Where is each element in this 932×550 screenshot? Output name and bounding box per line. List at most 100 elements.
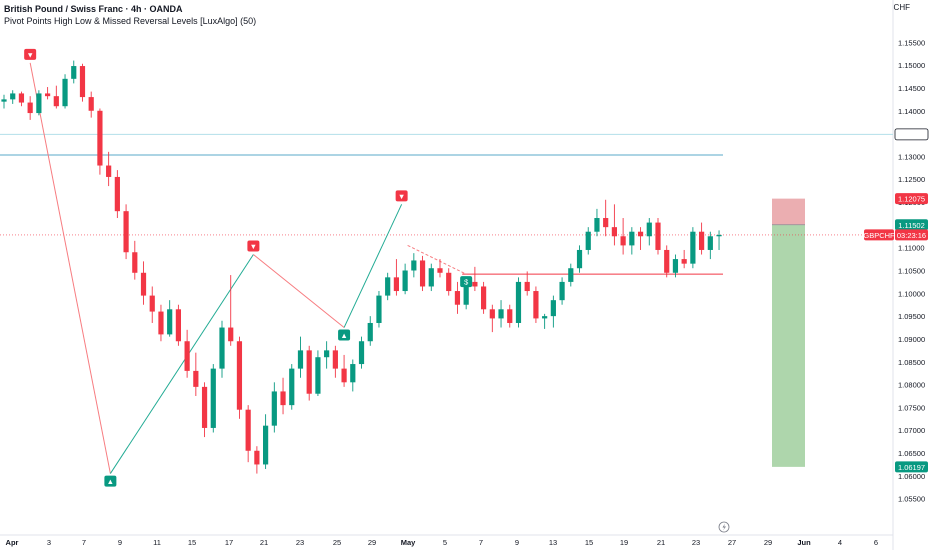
candle [708, 232, 713, 259]
pivot-zigzag-line [344, 204, 402, 327]
candle [132, 241, 137, 280]
candle-body [359, 341, 364, 364]
candle-body [36, 93, 41, 113]
x-tick-label: 5 [443, 538, 447, 547]
candle-body [612, 227, 617, 236]
x-tick-label: 23 [692, 538, 700, 547]
candle [263, 414, 268, 469]
x-tick-label: 3 [47, 538, 51, 547]
candle [176, 305, 181, 346]
candle-body [1, 99, 6, 101]
x-tick-label: 13 [549, 538, 557, 547]
candle-body [437, 268, 442, 273]
candle-body [629, 232, 634, 246]
candle-body [333, 350, 338, 368]
x-tick-label: 7 [82, 538, 86, 547]
candle [333, 346, 338, 378]
candle-body [559, 282, 564, 300]
candle-body [490, 309, 495, 318]
candle [45, 87, 50, 99]
price-tag: 1.12075 [895, 193, 928, 204]
candle-body [621, 236, 626, 245]
candle-body [176, 309, 181, 341]
price-tag-label: 1.11502 [898, 221, 925, 230]
candle [490, 305, 495, 332]
candle-body [647, 223, 652, 237]
candle-body [97, 111, 102, 166]
candle-body [115, 177, 120, 211]
candle-body [280, 391, 285, 405]
pivot-zigzag-line [110, 255, 253, 474]
candle [481, 282, 486, 314]
candle-body [525, 282, 530, 291]
candle-body [158, 312, 163, 335]
candle-body [577, 250, 582, 268]
candle-body [638, 232, 643, 237]
candle-body [28, 103, 33, 113]
stop-loss-zone [772, 199, 805, 225]
replay-icon[interactable] [719, 522, 729, 532]
candle [533, 286, 538, 323]
candle [219, 321, 224, 378]
candle [359, 337, 364, 369]
candle [158, 305, 163, 342]
price-tag-label: 1.06197 [898, 463, 925, 472]
missed-reversal-marker: $ [460, 276, 472, 287]
candle-body [682, 259, 687, 264]
candle-body [411, 260, 416, 270]
candle-body [132, 252, 137, 273]
x-tick-label: 23 [296, 538, 304, 547]
candle [551, 296, 556, 328]
candle-body [150, 296, 155, 312]
candle [106, 152, 111, 186]
price-tag-label: 1.13483 [898, 130, 925, 139]
candle-body [254, 451, 259, 465]
candle [690, 227, 695, 268]
candle-body [71, 66, 76, 79]
candle [638, 227, 643, 250]
price-tag: 1.11502 [895, 219, 928, 230]
candle-body [307, 350, 312, 393]
replay-icon-bolt [723, 524, 727, 531]
candle [664, 245, 669, 277]
candle [429, 264, 434, 291]
candle-body [341, 369, 346, 383]
y-tick-label: 1.08500 [898, 358, 925, 367]
candle-body [603, 218, 608, 227]
candle [54, 86, 59, 109]
candle [298, 337, 303, 378]
candle [80, 64, 85, 102]
candle [699, 223, 704, 255]
candle [682, 250, 687, 268]
candle-body [673, 259, 678, 273]
y-tick-label: 1.11000 [898, 244, 925, 253]
candle [202, 382, 207, 437]
candle-body [324, 350, 329, 357]
x-tick-label: 27 [728, 538, 736, 547]
candle-body [385, 277, 390, 295]
x-tick-label: 15 [585, 538, 593, 547]
y-tick-label: 1.09500 [898, 312, 925, 321]
y-tick-label: 1.10000 [898, 289, 925, 298]
candle-body [472, 282, 477, 287]
candle [446, 268, 451, 295]
indicator-label[interactable]: Pivot Points High Low & Missed Reversal … [4, 16, 256, 26]
candle-body [551, 300, 556, 316]
candle [341, 355, 346, 387]
candle-body [202, 387, 207, 428]
x-tick-label: 25 [333, 538, 341, 547]
candle [507, 305, 512, 328]
candle-body [263, 426, 268, 465]
candle-body [45, 93, 50, 96]
candle-body [219, 328, 224, 369]
candle-body [368, 323, 373, 341]
pivot-high-marker: ▼ [24, 49, 36, 60]
candle [716, 230, 721, 250]
candle [621, 218, 626, 255]
symbol-tag-text: GBPCHF [863, 231, 895, 240]
candle-body [141, 273, 146, 296]
candle-body [123, 211, 128, 252]
candle-body [298, 350, 303, 368]
candle [315, 350, 320, 396]
